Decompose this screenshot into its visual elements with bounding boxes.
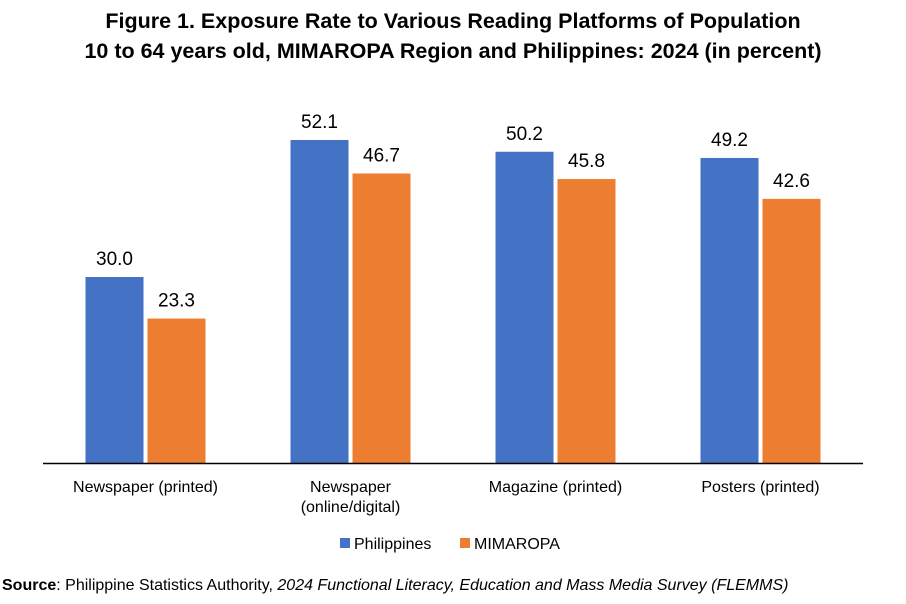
source-note: Source: Philippine Statistics Authority,…	[2, 577, 788, 595]
bar-mimaropa-4	[762, 198, 821, 463]
data-label-mimaropa-4: 42.6	[773, 171, 810, 192]
bar-mimaropa-2	[352, 173, 411, 463]
bar-philippines-1	[85, 277, 144, 463]
category-label-1: Newspaper (printed)	[73, 479, 218, 496]
source-separator: :	[56, 577, 66, 594]
bar-mimaropa-3	[557, 179, 616, 464]
legend-label-philippines: Philippines	[354, 536, 431, 553]
chart-title-line-2: 10 to 64 years old, MIMAROPA Region and …	[84, 39, 822, 63]
data-label-philippines-3: 50.2	[506, 124, 543, 145]
bar-mimaropa-1	[147, 318, 206, 463]
source-label: Source	[2, 577, 57, 594]
category-label-3: Magazine (printed)	[489, 479, 622, 496]
legend-swatch-philippines	[340, 538, 350, 548]
chart-title-line-1: Figure 1. Exposure Rate to Various Readi…	[105, 9, 801, 33]
source-publication: 2024 Functional Literacy, Education and …	[277, 577, 789, 594]
bar-philippines-4	[700, 157, 759, 463]
category-label-4: Posters (printed)	[701, 479, 819, 496]
data-label-philippines-2: 52.1	[301, 112, 338, 133]
bar-philippines-3	[495, 151, 554, 463]
category-label-2: Newspaper (online/digital)	[301, 479, 401, 516]
data-label-mimaropa-2: 46.7	[363, 145, 400, 166]
source-agency: Philippine Statistics Authority,	[65, 577, 278, 594]
data-label-philippines-4: 49.2	[711, 130, 748, 151]
data-label-mimaropa-3: 45.8	[568, 151, 605, 172]
legend-swatch-mimaropa	[460, 538, 470, 548]
data-label-philippines-1: 30.0	[96, 249, 133, 270]
chart-title: Figure 1. Exposure Rate to Various Readi…	[0, 6, 906, 66]
legend-label-mimaropa: MIMAROPA	[474, 536, 560, 553]
data-label-mimaropa-1: 23.3	[158, 291, 195, 312]
bar-philippines-2	[290, 139, 349, 464]
